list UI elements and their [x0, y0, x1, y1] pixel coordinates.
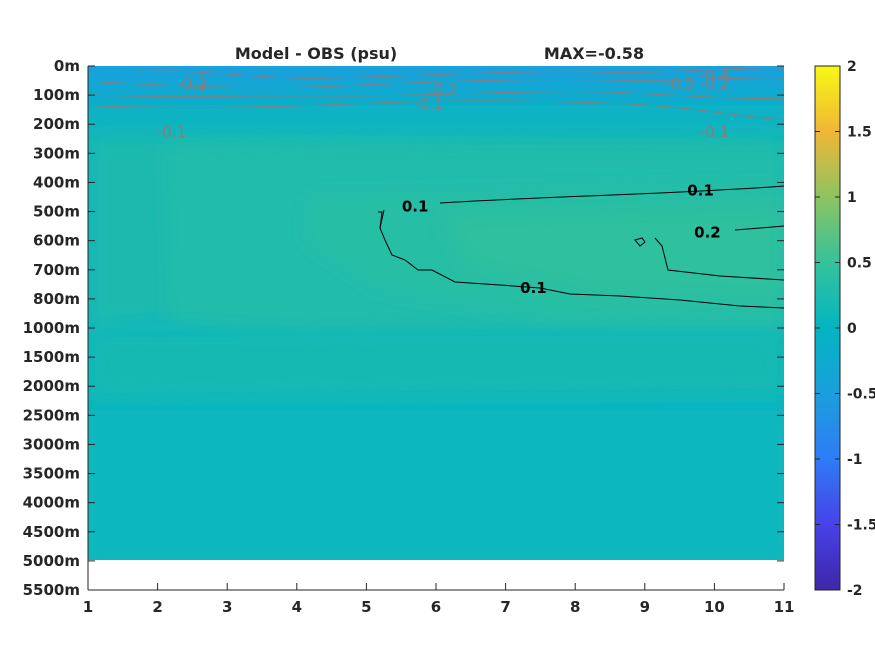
y-tick-label: 4000m — [23, 494, 80, 512]
y-tick-label: 5000m — [23, 552, 80, 570]
y-tick-label: 3500m — [23, 465, 80, 483]
colorbar-tick-label: 1.5 — [847, 125, 872, 141]
y-tick-label: 100m — [33, 86, 80, 104]
contour-label: -0.1 — [157, 123, 186, 141]
colorbar-tick-label: 1 — [847, 190, 857, 206]
contour-label: 0.1 — [687, 181, 714, 199]
contour-0.1-upper — [439, 185, 784, 204]
contour-label: -0.4 — [700, 66, 729, 84]
y-tick-label: 300m — [33, 144, 80, 162]
colorbar-tick-label: 0 — [847, 321, 857, 337]
chart-title: Model - OBS (psu) — [235, 44, 397, 63]
contour-label: -0.2 — [178, 75, 207, 93]
heatmap-field — [88, 66, 784, 560]
x-tick-label: 10 — [704, 598, 725, 616]
y-tick-label: 2000m — [23, 377, 80, 395]
y-tick-label: 1500m — [23, 348, 80, 366]
subsurface-band — [88, 105, 784, 135]
positive-core-inner — [440, 205, 784, 300]
x-tick-label: 3 — [222, 598, 232, 616]
x-tick-label: 8 — [570, 598, 580, 616]
colorbar-tick-label: -1.5 — [847, 518, 875, 534]
y-tick-label: 200m — [33, 115, 80, 133]
x-tick-label: 5 — [361, 598, 371, 616]
y-tick-label: 3000m — [23, 435, 80, 453]
y-tick-label: 500m — [33, 203, 80, 221]
contour-neg-0.4 — [134, 67, 784, 79]
y-axis-ticks: 0m 100m 200m 300m 400m 500m 600m 700m 800m 1000m 1… — [23, 57, 784, 599]
contour-label: -0.1 — [414, 95, 443, 113]
x-tick-label: 11 — [774, 598, 795, 616]
colorbar-ticks: 2 1.5 1 0.5 0 -0.5 -1 -1.5 -2 — [815, 59, 875, 599]
contour-lines — [89, 67, 784, 309]
contour-neg-0.1 — [94, 100, 784, 121]
x-tick-label: 2 — [152, 598, 162, 616]
x-axis-ticks: 1 2 3 4 5 6 7 8 9 10 11 — [83, 583, 795, 616]
y-tick-label: 600m — [33, 232, 80, 250]
y-tick-label: 4500m — [23, 523, 80, 541]
colorbar-tick-label: -2 — [847, 583, 863, 599]
y-tick-label: 0m — [54, 57, 80, 75]
x-tick-label: 1 — [83, 598, 93, 616]
colorbar-tick-label: -1 — [847, 452, 863, 468]
deep-transition-region — [88, 330, 784, 400]
y-tick-label: 5500m — [23, 581, 80, 599]
contour-label: 0.1 — [520, 279, 547, 297]
y-tick-label: 1000m — [23, 319, 80, 337]
contour-label-layer: -0.2-0.1-0.2-0.1-0.4-0.3 -0.2-0.10.10.10.… — [157, 66, 729, 297]
abyssal-region — [88, 410, 784, 560]
contour-neg-0.2 — [89, 91, 784, 100]
max-label: MAX=-0.58 — [544, 44, 644, 63]
contour-neg-0.3 — [99, 77, 784, 89]
contour-0.2-lower — [654, 237, 784, 281]
contour-label: -0.1 — [700, 123, 729, 141]
y-tick-label: 800m — [33, 290, 80, 308]
x-tick-label: 6 — [431, 598, 441, 616]
y-tick-label: 400m — [33, 173, 80, 191]
contour-0.1-kink — [378, 211, 383, 229]
colorbar-tick-label: 2 — [847, 59, 857, 75]
contour-0.1-lower — [379, 209, 784, 309]
contour-label: -0.2 — [428, 80, 457, 98]
contour-0.2-island — [634, 237, 646, 247]
colorbar: 2 1.5 1 0.5 0 -0.5 -1 -1.5 -2 — [814, 59, 875, 599]
y-tick-label: 2500m — [23, 406, 80, 424]
contour-label: 0.2 — [694, 224, 721, 242]
colorbar-tick-label: 0.5 — [847, 256, 872, 272]
x-tick-label: 9 — [640, 598, 650, 616]
x-tick-label: 7 — [500, 598, 510, 616]
contour-label: -0.3 — [665, 75, 694, 93]
x-tick-label: 4 — [292, 598, 302, 616]
y-tick-label: 700m — [33, 261, 80, 279]
colorbar-tick-label: -0.5 — [847, 387, 875, 403]
contour-0.2-upper — [734, 225, 784, 231]
contour-label: 0.1 — [402, 198, 429, 216]
contour-label: -0.2 — [700, 75, 729, 93]
